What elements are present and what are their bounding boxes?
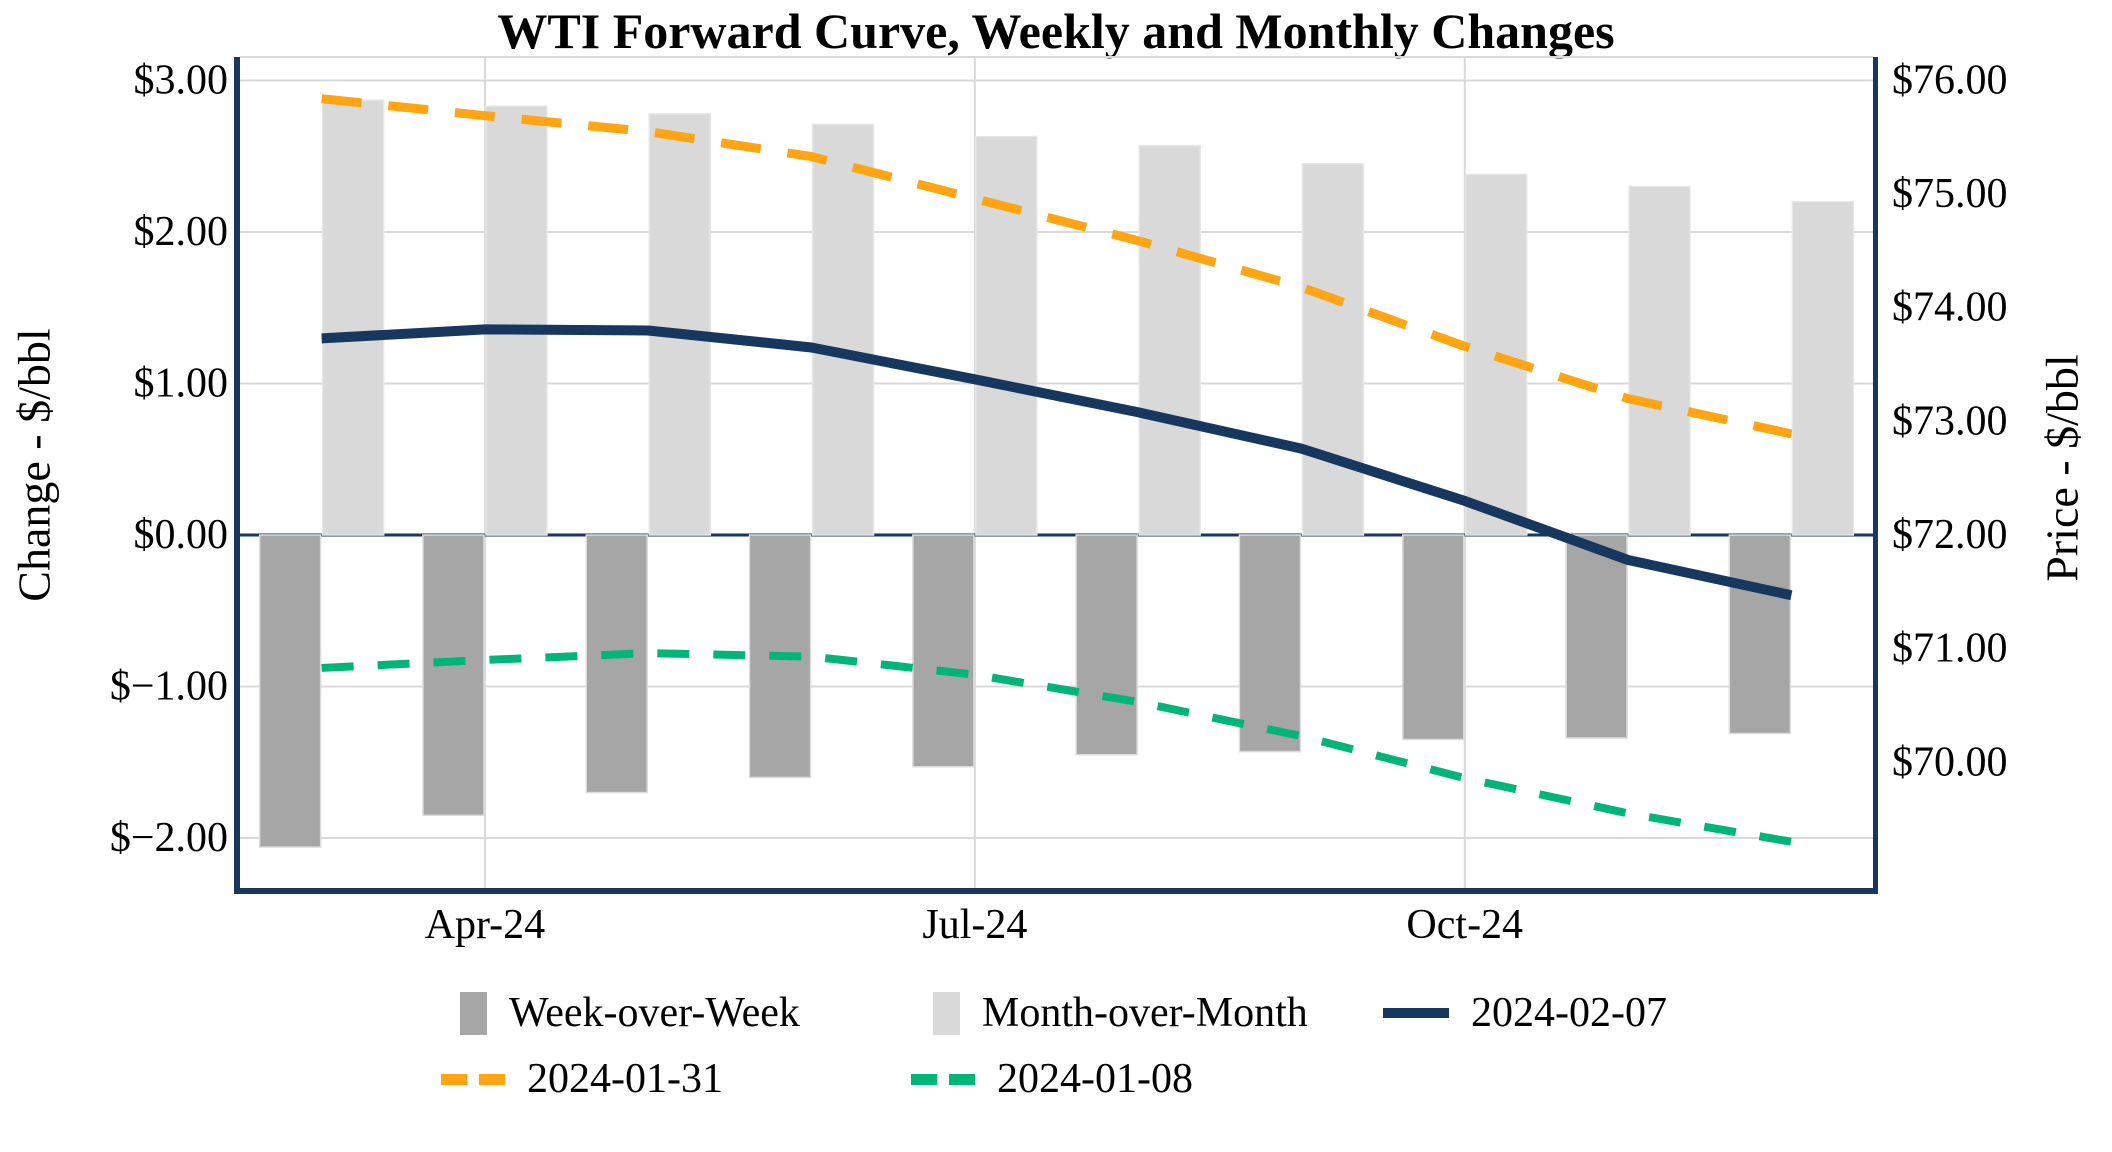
legend-label: Month-over-Month [982, 990, 1308, 1036]
wow-bar [422, 534, 485, 817]
legend-label: 2024-01-31 [527, 1056, 723, 1102]
right-axis-tick: $73.00 [1892, 398, 2008, 444]
left-axis-tick: $2.00 [134, 209, 229, 255]
wow-bar [1075, 534, 1138, 756]
right-axis-tick: $76.00 [1892, 57, 2008, 103]
right-axis-tick: $74.00 [1892, 285, 2008, 331]
mom-bar [321, 99, 385, 536]
x-axis-tick: Jul-24 [922, 902, 1027, 948]
line-swatch-icon [441, 1073, 505, 1085]
mom-bar [1301, 163, 1365, 536]
wow-bar [1565, 534, 1628, 739]
right-axis-tick: $70.00 [1892, 739, 2008, 785]
legend-item-2024-01-31: 2024-01-31 [441, 1056, 723, 1102]
mom-bar [811, 123, 875, 536]
left-spine [234, 57, 240, 894]
x-axis-tick: Oct-24 [1406, 902, 1523, 948]
line-swatch-icon [1383, 1008, 1449, 1018]
series-line-2024-01-31 [321, 94, 1793, 439]
mom-bar [1791, 200, 1855, 536]
wow-bar [1402, 534, 1465, 741]
wow-bar [585, 534, 648, 794]
series-line-2024-02-07 [321, 324, 1793, 601]
line-swatch-icon [911, 1073, 975, 1085]
mom-bar [485, 105, 548, 536]
right-axis-tick: $75.00 [1892, 171, 2008, 217]
mom-bar [1628, 185, 1691, 536]
legend-item-2024-01-08: 2024-01-08 [911, 1056, 1193, 1102]
legend-label: 2024-02-07 [1471, 990, 1667, 1036]
legend-item-2024-02-07: 2024-02-07 [1383, 990, 1667, 1036]
legend-label: 2024-01-08 [997, 1056, 1193, 1102]
left-axis-tick: $−1.00 [110, 663, 228, 709]
legend-item-Month-over-Month: Month-over-Month [933, 990, 1308, 1036]
right-spine [1873, 57, 1878, 894]
left-axis-tick: $3.00 [134, 57, 229, 103]
series-line-2024-01-08 [321, 649, 1793, 846]
mom-bar [975, 135, 1038, 536]
right-axis-tick: $71.00 [1892, 626, 2008, 672]
wow-bar [258, 534, 322, 848]
bar-swatch-icon [933, 991, 960, 1035]
legend-item-Week-over-Week: Week-over-Week [460, 990, 800, 1036]
wow-bar [912, 534, 975, 768]
mom-bar [1138, 144, 1201, 536]
legend-label: Week-over-Week [509, 990, 800, 1036]
wow-bar [1238, 534, 1302, 753]
bottom-spine [234, 888, 1878, 894]
wow-bar [1728, 534, 1792, 735]
mom-bar [648, 113, 711, 536]
x-axis-tick: Apr-24 [425, 902, 545, 948]
bar-swatch-icon [460, 991, 487, 1035]
chart-title: WTI Forward Curve, Weekly and Monthly Ch… [497, 3, 1615, 59]
left-axis-tick: $−2.00 [110, 815, 228, 861]
right-axis-tick: $72.00 [1892, 512, 2008, 558]
left-axis-tick: $1.00 [134, 360, 229, 406]
left-axis-tick: $0.00 [134, 512, 229, 558]
